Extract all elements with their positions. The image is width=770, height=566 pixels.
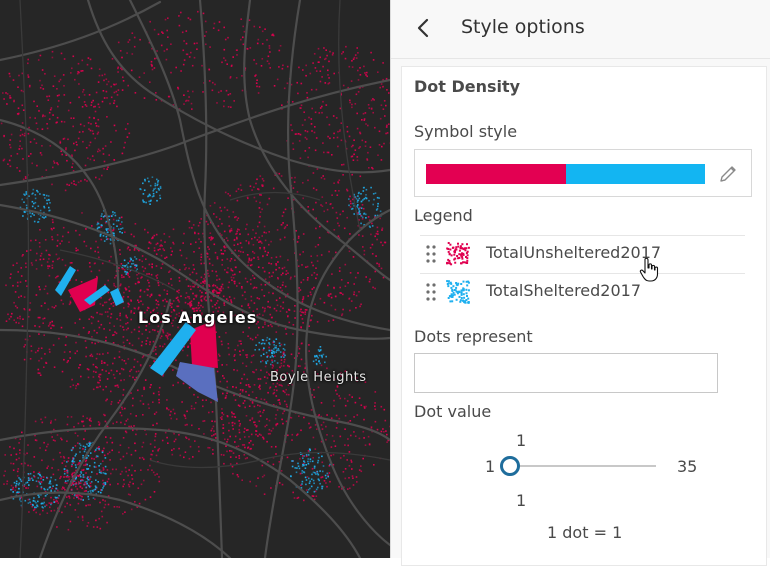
block-unsheltered-skid-row: [190, 320, 218, 368]
slider-value-top: 1: [516, 431, 526, 450]
dot-swatch-sheltered: [446, 280, 470, 304]
drag-handle-icon[interactable]: [426, 282, 436, 302]
drag-handle-icon[interactable]: [426, 244, 436, 264]
slider-min-label: 1: [485, 457, 495, 476]
dot-value-label: Dot value: [414, 402, 491, 421]
legend-item-sheltered[interactable]: TotalSheltered2017: [420, 273, 745, 310]
slider-value-bottom: 1: [516, 491, 526, 510]
panel-title: Style options: [461, 16, 585, 38]
panel-header: Style options: [391, 0, 770, 59]
road-network: [0, 0, 390, 558]
chevron-left-icon: [416, 18, 430, 38]
hand-pointer-icon: [638, 257, 660, 283]
city-label: Los Angeles: [138, 308, 257, 327]
legend-item-unsheltered[interactable]: TotalUnsheltered2017: [420, 235, 745, 272]
dots-represent-label: Dots represent: [414, 327, 533, 346]
block-mixed-skid-row: [176, 362, 218, 402]
dot-density-card: Dot Density Symbol style Legend TotalUns…: [401, 66, 767, 566]
symbol-style-picker[interactable]: [414, 149, 752, 197]
pencil-icon[interactable]: [717, 163, 739, 185]
section-title: Dot Density: [414, 77, 520, 96]
dot-swatch-unsheltered: [446, 242, 470, 266]
dot-value-summary: 1 dot = 1: [547, 523, 622, 542]
legend-label: Legend: [414, 206, 473, 225]
map-canvas[interactable]: [0, 0, 390, 558]
symbol-style-label: Symbol style: [414, 122, 517, 141]
back-button[interactable]: [409, 14, 437, 42]
map-view[interactable]: Los Angeles Boyle Heights: [0, 0, 390, 558]
legend-item-label: TotalUnsheltered2017: [486, 243, 661, 262]
dot-value-slider-track[interactable]: [511, 465, 656, 467]
dots-represent-input[interactable]: [414, 353, 718, 393]
slider-max-label: 35: [677, 457, 697, 476]
dot-value-slider-thumb[interactable]: [500, 456, 520, 476]
color-swatch-sheltered: [566, 164, 705, 184]
neighborhood-label: Boyle Heights: [270, 370, 367, 385]
style-options-panel: Style options Dot Density Symbol style L…: [390, 0, 770, 558]
color-swatch-unsheltered: [426, 164, 566, 184]
legend-item-label: TotalSheltered2017: [486, 281, 641, 300]
